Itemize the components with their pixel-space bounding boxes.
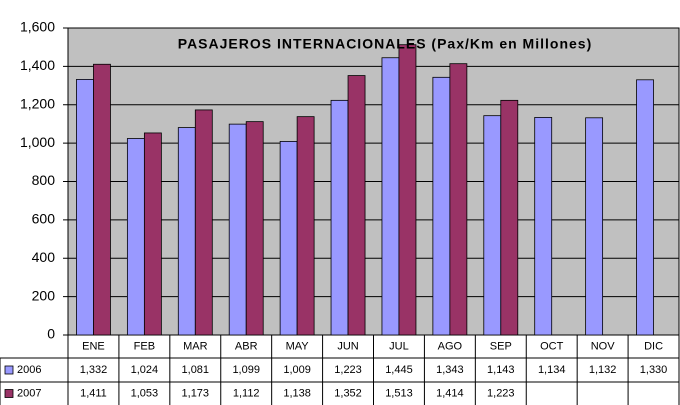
bar xyxy=(194,109,213,336)
y-tick-label: 0 xyxy=(47,326,55,342)
legend-swatch xyxy=(4,365,14,375)
table-cell: 1,223 xyxy=(334,364,362,376)
bar xyxy=(126,138,145,336)
y-tick-label: 200 xyxy=(32,287,56,303)
bar xyxy=(330,99,349,336)
x-tick-label: AGO xyxy=(438,340,463,352)
table-cell: 1,138 xyxy=(283,387,311,399)
y-tick-label: 600 xyxy=(32,211,56,227)
bar xyxy=(585,117,604,336)
y-tick-label: 1,200 xyxy=(20,95,55,111)
table-cell: 1,173 xyxy=(182,387,210,399)
table-cell: 1,053 xyxy=(131,387,159,399)
table-cell: 1,081 xyxy=(182,364,210,376)
y-tick-label: 800 xyxy=(32,172,56,188)
x-tick-label: MAY xyxy=(286,340,310,352)
table-cell: 1,134 xyxy=(538,364,566,376)
x-tick-label: DIC xyxy=(644,340,663,352)
table-cell: 1,143 xyxy=(487,364,515,376)
x-tick-label: NOV xyxy=(591,340,616,352)
bar xyxy=(76,79,94,336)
bar xyxy=(296,116,315,336)
table-cell: 1,223 xyxy=(487,387,515,399)
x-tick-label: JUN xyxy=(337,340,358,352)
table-cell: 1,343 xyxy=(436,364,464,376)
table-cell: 1,414 xyxy=(436,387,464,399)
x-tick-label: ABR xyxy=(235,340,258,352)
table-cell: 1,445 xyxy=(385,364,413,376)
bar xyxy=(636,79,654,336)
bar xyxy=(398,44,417,336)
bar xyxy=(534,117,553,336)
legend-swatch xyxy=(4,389,14,398)
bar xyxy=(143,132,162,336)
bar xyxy=(279,140,298,336)
bar xyxy=(245,121,264,336)
bar xyxy=(93,63,111,336)
legend-label: 2007 xyxy=(17,387,41,399)
table-cell: 1,112 xyxy=(233,387,260,399)
x-tick-label: FEB xyxy=(134,340,155,352)
bar xyxy=(449,63,468,336)
bar xyxy=(228,123,247,336)
table-cell: 1,411 xyxy=(80,387,107,399)
bar xyxy=(432,76,451,336)
x-tick-label: OCT xyxy=(540,340,564,352)
bar xyxy=(347,75,366,336)
y-tick-label: 1,400 xyxy=(20,57,55,73)
table-cell: 1,330 xyxy=(640,364,668,376)
table-cell: 1,099 xyxy=(232,364,260,376)
table-cell: 1,332 xyxy=(80,364,108,376)
table-cell: 1,024 xyxy=(131,364,159,376)
x-tick-label: ENE xyxy=(82,340,105,352)
chart-title: PASAJEROS INTERNACIONALES (Pax/Km en Mil… xyxy=(178,36,592,52)
x-tick-label: SEP xyxy=(490,340,512,352)
table-cell: 1,009 xyxy=(283,364,311,376)
bar xyxy=(381,57,400,336)
bar xyxy=(500,99,519,336)
legend-label: 2006 xyxy=(17,364,41,376)
table-cell: 1,132 xyxy=(589,364,617,376)
table-cell: 1,352 xyxy=(334,387,362,399)
y-tick-label: 1,600 xyxy=(20,19,55,35)
y-tick-label: 1,000 xyxy=(20,134,55,150)
bar xyxy=(483,115,502,336)
x-tick-label: MAR xyxy=(183,340,208,352)
x-tick-label: JUL xyxy=(389,340,409,352)
bar xyxy=(177,127,196,336)
table-cell: 1,513 xyxy=(385,387,413,399)
y-tick-label: 400 xyxy=(32,249,56,265)
